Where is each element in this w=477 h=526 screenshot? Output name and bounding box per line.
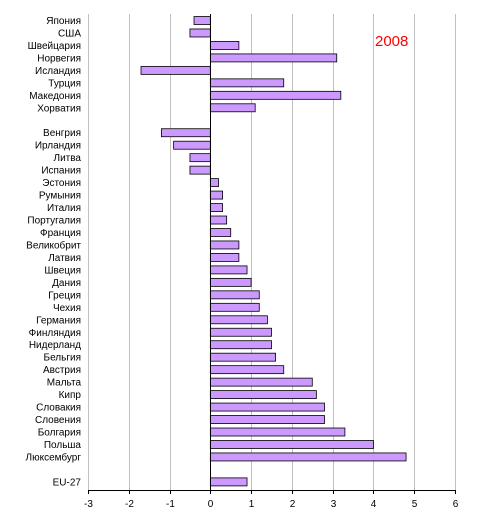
category-label: Польша [44,440,82,451]
category-label: Люксембург [26,451,82,463]
category-label: Литва [54,153,82,164]
bar [209,402,325,412]
category-label: Хорватия [37,103,81,114]
x-tick-label: 5 [412,499,418,510]
bar [209,41,240,50]
category-label: Бельгия [44,353,82,364]
category-label: Великобрит [26,239,81,251]
bar [209,215,228,225]
category-label: Испания [41,166,81,177]
bar [209,365,285,375]
bar [209,277,252,287]
bar [209,390,317,400]
bar [209,377,313,387]
axes [88,14,456,494]
bar [209,415,325,424]
x-tick-label: 4 [371,499,377,510]
x-tick-label: -1 [166,499,175,510]
category-label: Румыния [39,191,81,202]
bar [209,178,219,188]
bar [189,165,211,175]
bar [209,452,407,462]
bar [209,327,272,337]
x-tick-label: 6 [453,499,459,510]
bar [209,53,338,63]
year-annotation: 2008 [375,33,408,50]
bar [209,440,374,449]
category-label: Мальта [47,378,82,389]
bar [209,78,285,88]
category-label: Эстония [42,178,81,189]
category-label: Норвегия [37,53,81,64]
x-tick-label: -3 [84,499,93,510]
category-label: Турция [48,78,81,89]
category-label: Франция [40,228,81,239]
category-label: EU-27 [53,477,82,488]
x-tick-label: 1 [249,499,255,510]
bar [160,128,211,138]
x-tick-label: -2 [125,499,134,510]
bar [209,352,276,362]
bar [209,265,248,275]
category-label: Словения [35,415,81,426]
bar [209,290,260,300]
category-label: Португалия [27,216,81,227]
category-label: Ирландия [35,141,81,152]
bar [209,190,223,200]
category-label: США [58,28,81,39]
bar [209,228,232,237]
category-label: Финляндия [29,328,81,339]
bar [193,16,211,25]
bar [173,140,211,150]
bar [209,477,248,487]
bar [209,340,272,350]
category-label: Латвия [48,253,81,264]
bar [140,65,211,75]
x-tick-label: 3 [331,499,337,510]
x-tick-label: 2 [290,499,296,510]
bar [209,302,260,312]
category-label: Чехия [53,303,81,314]
bar [209,427,346,437]
bars [140,16,407,487]
category-label: Кипр [59,390,82,401]
bar [209,90,342,100]
category-label: Германия [36,315,81,326]
category-label: Австрия [43,365,81,376]
category-label: Болгария [38,428,81,439]
category-label: Греция [48,290,81,301]
category-label: Япония [46,16,81,27]
category-label: Исландия [35,66,81,77]
category-label: Италия [47,203,81,214]
category-label: Венгрия [43,128,81,139]
category-label: Швейцария [28,41,81,52]
bar [209,103,256,113]
bar [209,240,240,250]
x-tick-labels: -3 -2 -1 0 1 2 3 4 5 6 [84,499,459,510]
bar [209,203,223,212]
bar [209,315,268,325]
bar [189,28,211,38]
category-label: Нидерланд [29,340,81,351]
x-tick-label: 0 [208,499,214,510]
category-label: Словакия [36,403,81,414]
category-label: Дания [52,278,81,289]
category-label: Швеция [44,265,81,276]
category-label: Македония [29,91,81,102]
bar [189,153,211,163]
bar [209,253,240,262]
